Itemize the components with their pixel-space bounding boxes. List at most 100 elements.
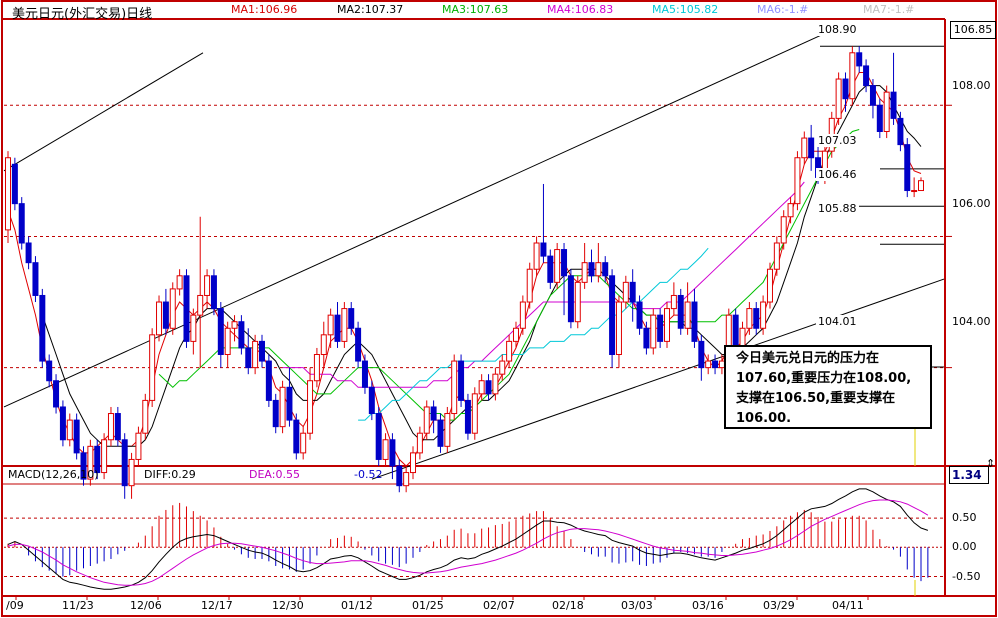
candle-down [561, 249, 568, 277]
candle-up [252, 340, 259, 369]
candle-up [533, 242, 540, 270]
x-label: 03/03 [621, 599, 653, 612]
candle-down [897, 117, 904, 146]
x-label: /09 [6, 599, 24, 612]
candle-down [348, 308, 355, 329]
candle-up [746, 308, 753, 329]
candle-down [547, 255, 554, 283]
candle-down [32, 262, 39, 296]
candle-down [217, 308, 224, 355]
candle-down [368, 386, 375, 415]
candle-up [684, 301, 691, 329]
candle-down [389, 439, 396, 467]
candle-up [231, 321, 238, 329]
candle-up [307, 380, 314, 434]
splitter-handle-icon[interactable]: ⇕ [986, 457, 996, 470]
candle-up [341, 308, 348, 342]
level-label-107.03: 107.03 [816, 134, 859, 147]
candle-up [403, 472, 410, 487]
candle-down [18, 203, 25, 244]
candle-down [890, 91, 897, 119]
macd-dea-label: DEA:0.55 [249, 468, 300, 481]
candle-up [787, 203, 794, 218]
candle-down [636, 301, 643, 329]
candle-down [39, 294, 46, 362]
candle-up [760, 301, 767, 329]
candle-down [265, 360, 272, 401]
candle-down [437, 419, 444, 447]
candle-down [375, 413, 382, 460]
candle-up [176, 275, 183, 290]
candle-down [732, 314, 739, 349]
candle-up [650, 314, 657, 349]
indicator-box: 1.34 [949, 466, 989, 484]
candle-up [526, 268, 533, 303]
x-label: 04/11 [832, 599, 864, 612]
candle-up [574, 281, 581, 323]
candle-down [396, 465, 403, 487]
price-tick-108: 108.00 [952, 79, 991, 92]
x-label: 03/16 [692, 599, 724, 612]
candle-down [904, 144, 911, 192]
candle-down [609, 275, 616, 356]
macd-diff-line [7, 488, 929, 590]
candle-up [300, 432, 307, 454]
macd-tick-0.00: 0.00 [952, 540, 977, 553]
candle-down [59, 406, 66, 441]
note-line: 今日美元兑日元的压力在 [736, 351, 880, 366]
candle-down [114, 413, 121, 441]
candle-up [519, 301, 526, 329]
candle-down [602, 262, 609, 277]
candle-down [567, 275, 574, 323]
candle-down [25, 242, 32, 264]
candle-up [492, 373, 499, 395]
candle-down [162, 301, 169, 329]
candle-up [512, 327, 519, 342]
candle-up [780, 216, 787, 244]
candle-up [320, 334, 327, 355]
candle-down [856, 52, 863, 67]
candle-down [121, 439, 128, 487]
candle-down [712, 360, 719, 369]
note-line: 支撑在106.50,重要支撑在 [736, 391, 896, 406]
candle-down [677, 294, 684, 329]
candle-down [361, 360, 368, 388]
candle-down [869, 85, 876, 106]
candle-down [876, 104, 883, 133]
candle-down [238, 321, 245, 349]
candle-down [629, 281, 636, 303]
note-line: 107.60,重要压力在108.00, [736, 371, 912, 386]
level-label-106.46: 106.46 [816, 168, 859, 181]
macd-value-label: -0.52 [354, 468, 383, 481]
candle-up [416, 432, 423, 454]
trend-line-upper-left [3, 52, 204, 172]
candle-up [204, 275, 211, 296]
candle-up [499, 360, 506, 375]
note-line: 106.00. [736, 411, 792, 426]
candle-down [293, 419, 300, 454]
x-label: 11/23 [62, 599, 94, 612]
candle-up [670, 294, 677, 310]
x-label: 12/06 [130, 599, 162, 612]
candle-down [485, 380, 492, 395]
candle-down [94, 445, 101, 474]
candle-up [835, 78, 842, 119]
candle-down [588, 262, 595, 277]
candle-up [773, 242, 780, 270]
candle-up [135, 432, 142, 460]
candle-down [458, 360, 465, 401]
candle-up [142, 399, 149, 434]
candle-down [334, 314, 341, 342]
candle-up [101, 439, 108, 474]
candle-down [698, 340, 705, 369]
candle-down [430, 406, 437, 421]
price-tick-104: 104.00 [952, 315, 991, 328]
candle-up [478, 380, 485, 395]
level-label-104.01: 104.01 [816, 315, 859, 328]
x-label: 01/25 [412, 599, 444, 612]
candle-down [210, 275, 217, 310]
candle-up [444, 413, 451, 447]
current-price-box: 106.85 [950, 21, 996, 39]
candle-up [595, 262, 602, 277]
